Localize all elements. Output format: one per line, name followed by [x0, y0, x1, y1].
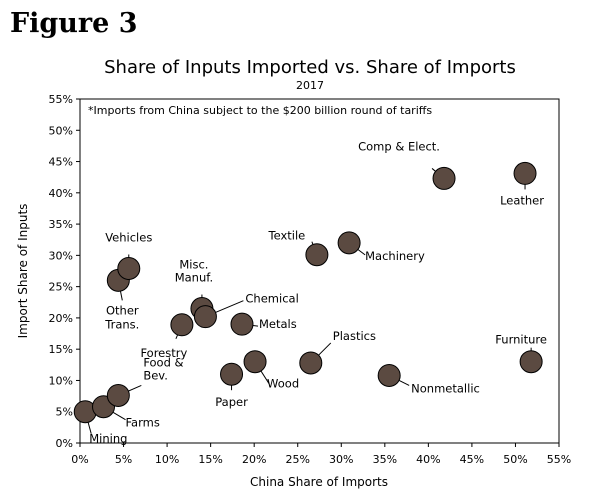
point-label-food-bev: Food & Bev.: [143, 355, 183, 382]
y-tick-label: 30%: [49, 249, 73, 262]
point-label-paper: Paper: [215, 395, 248, 409]
x-tick-label: 0%: [71, 453, 88, 466]
point-metals: [230, 312, 254, 336]
point-plastics: [299, 351, 323, 375]
point-label-nonmetallic: Nonmetallic: [411, 381, 480, 395]
y-tick-label: 5%: [56, 406, 73, 419]
point-label-misc-manuf: Misc. Manuf.: [175, 258, 213, 285]
point-label-machinery: Machinery: [365, 249, 425, 263]
y-axis-title: Import Share of Inputs: [16, 204, 30, 339]
point-forestry: [170, 313, 194, 337]
point-label-comp-elect: Comp & Elect.: [358, 139, 440, 153]
y-tick-label: 15%: [49, 343, 73, 356]
point-label-wood: Wood: [267, 377, 299, 391]
x-tick-label: 40%: [416, 453, 440, 466]
point-label-farms: Farms: [126, 416, 160, 430]
x-tick-label: 15%: [198, 453, 222, 466]
point-label-furniture: Furniture: [495, 333, 547, 347]
point-leather: [513, 161, 537, 185]
x-tick-label: 30%: [329, 453, 353, 466]
y-tick-label: 25%: [49, 281, 73, 294]
chart-subtitle: 2017: [296, 79, 324, 92]
chart-note: *Imports from China subject to the $200 …: [88, 104, 432, 117]
y-tick-label: 40%: [49, 187, 73, 200]
x-tick-label: 5%: [115, 453, 132, 466]
y-tick-label: 50%: [49, 124, 73, 137]
x-axis-title: China Share of Imports: [250, 475, 388, 489]
x-tick-label: 10%: [155, 453, 179, 466]
point-label-vehicles: Vehicles: [105, 230, 152, 244]
y-tick-label: 0%: [56, 437, 73, 450]
point-wood: [243, 350, 267, 374]
point-machinery: [337, 231, 361, 255]
point-label-forestry: Forestry: [140, 346, 187, 360]
y-tick-label: 20%: [49, 312, 73, 325]
chart-title: Share of Inputs Imported vs. Share of Im…: [104, 57, 516, 78]
point-label-other-trans: Other Trans.: [104, 303, 139, 331]
y-tick-label: 45%: [49, 156, 73, 169]
point-vehicles: [117, 256, 141, 280]
point-chemical: [193, 305, 217, 329]
point-label-leather: Leather: [500, 193, 544, 207]
axes-layer: 0% 5% 10% 15% 20% 25% 30% 35% 40% 45% 50% 55% 0% 5% 10…: [49, 93, 572, 466]
point-labels: Mining Farms Food & Bev.Other Trans. Vehicles…: [89, 139, 547, 445]
point-label-textile: Textile: [268, 229, 306, 243]
point-furniture: [519, 350, 543, 374]
point-nonmetallic: [377, 363, 401, 387]
point-label-mining: Mining: [89, 432, 127, 446]
point-textile: [305, 243, 329, 267]
x-tick-label: 20%: [242, 453, 266, 466]
plot-area: [79, 98, 560, 444]
point-label-plastics: Plastics: [333, 329, 376, 343]
figure-label: Figure 3: [10, 8, 138, 39]
y-tick-label: 35%: [49, 218, 73, 231]
point-paper: [220, 362, 244, 386]
point-label-chemical: Chemical: [245, 292, 298, 306]
x-tick-label: 50%: [503, 453, 527, 466]
y-tick-label: 10%: [49, 374, 73, 387]
point-food-bev: [106, 383, 130, 407]
x-tick-label: 55%: [547, 453, 571, 466]
point-comp-elect: [432, 166, 456, 190]
x-tick-label: 45%: [460, 453, 484, 466]
y-tick-label: 55%: [49, 93, 73, 106]
x-tick-label: 35%: [373, 453, 397, 466]
x-tick-label: 25%: [286, 453, 310, 466]
data-points: [73, 161, 543, 424]
point-label-metals: Metals: [259, 317, 297, 331]
